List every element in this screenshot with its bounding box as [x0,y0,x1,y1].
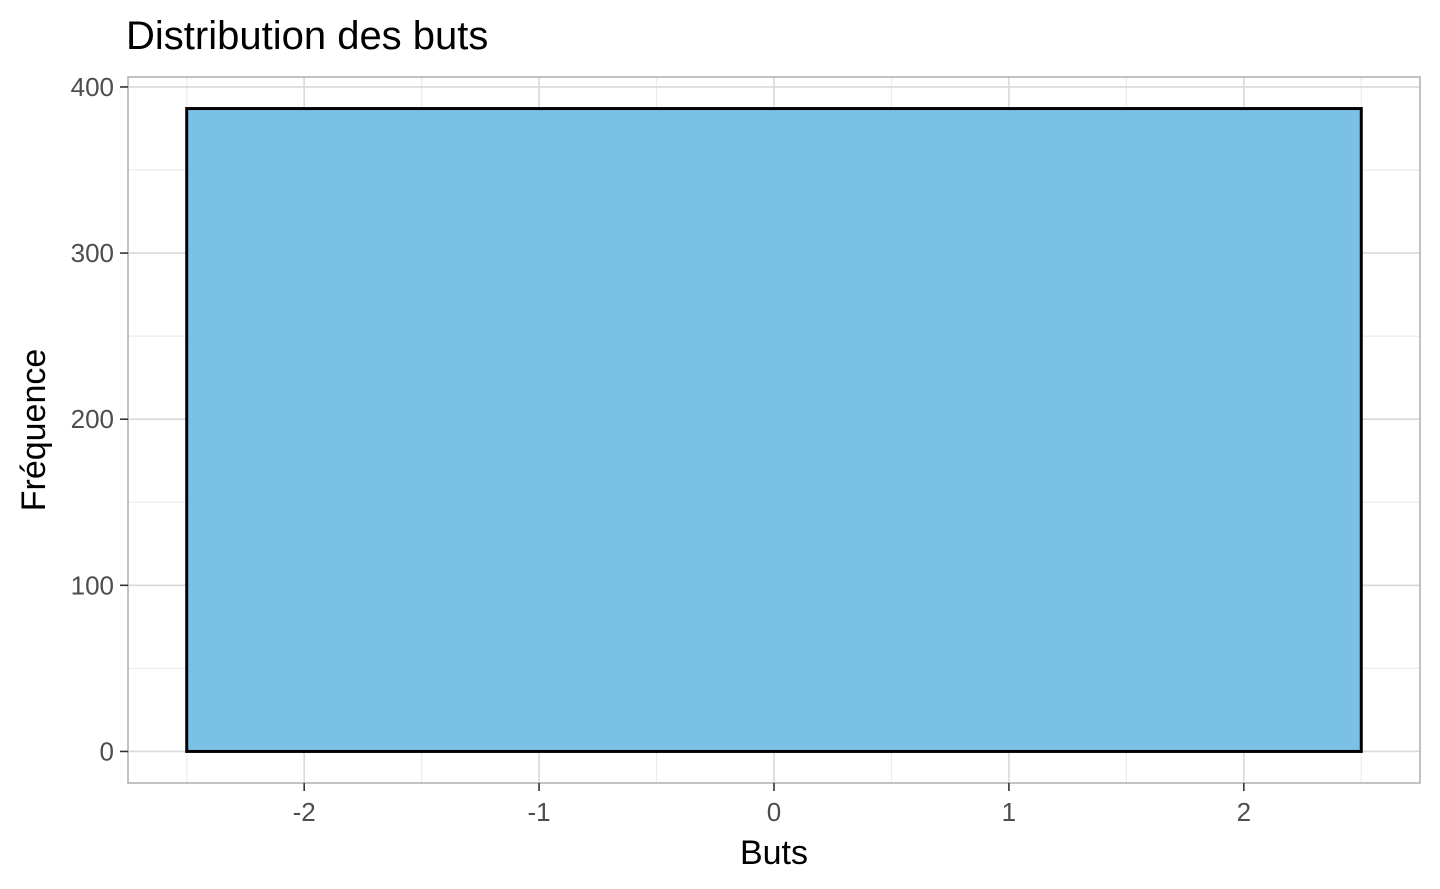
x-tick-label: -1 [528,797,551,827]
x-axis: -2 -1 0 1 2 [293,783,1251,827]
x-tick-label: 2 [1237,797,1251,827]
x-tick-label: 1 [1002,797,1016,827]
histogram-bars [185,107,1363,753]
y-tick-label: 100 [71,570,114,600]
chart-title: Distribution des buts [126,14,488,58]
x-axis-title: Buts [740,834,808,872]
y-tick-label: 0 [100,736,114,766]
histogram-bar [185,107,1363,753]
y-axis: 0 100 200 300 400 [71,72,128,766]
x-tick-label: 0 [767,797,781,827]
y-tick-label: 200 [71,404,114,434]
y-tick-label: 300 [71,238,114,268]
y-tick-label: 400 [71,72,114,102]
y-axis-title: Fréquence [15,349,53,512]
x-tick-label: -2 [293,797,316,827]
